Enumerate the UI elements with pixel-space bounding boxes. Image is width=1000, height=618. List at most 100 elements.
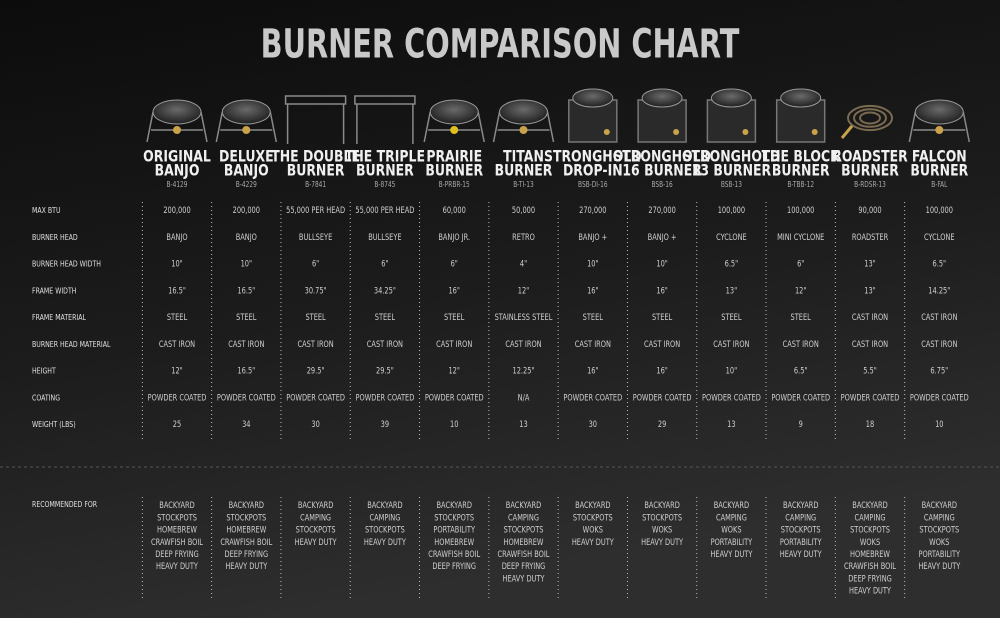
burner [780,88,822,108]
burner [152,99,202,125]
recommended-use: WOKS [860,537,880,547]
spec-value: 30.75" [305,286,327,296]
product-image [706,88,757,143]
spec-value: 270,000 [648,205,676,215]
spec-value: 39 [381,419,390,429]
recommended-use: CRAWFISH BOIL [151,537,204,547]
spec-value: 25 [173,419,182,429]
valve [673,129,680,135]
recommended-use: CAMPING [508,513,539,523]
recommended-use: BACKYARD [367,500,403,510]
spec-value: CAST IRON [644,339,680,349]
spec-value: 6.5" [725,259,739,269]
product-name: BANJO [224,162,269,180]
spec-value: MINI CYCLONE [777,232,824,242]
spec-value: POWDER COATED [633,393,692,403]
spec-value: RETRO [512,232,535,242]
valve [811,129,818,135]
model-number: B-FAL [931,181,947,190]
valve [173,126,181,134]
spec-value: 12.25" [512,366,534,376]
recommended-use: BACKYARD [714,500,750,510]
product-name: 16 BURNER [622,162,701,180]
spec-value: POWDER COATED [841,393,900,403]
recommended-use: BACKYARD [852,500,888,510]
product-name: BURNER [356,162,414,180]
product-name: PRAIRIE [426,148,482,166]
spec-value: CYCLONE [716,232,747,242]
spec-value: BULLSEYE [299,232,333,242]
model-number: BSB-DI-16 [578,181,608,190]
burner [572,88,614,108]
spec-value: CAST IRON [159,339,195,349]
product-image [215,99,278,143]
recommended-use: STOCKPOTS [226,513,266,523]
spec-value: 30 [589,419,598,429]
valve [840,125,854,139]
valve [450,126,459,134]
spec-value: 6.5" [794,366,808,376]
spec-value: 16" [656,366,667,376]
spec-value: BANJO + [578,232,607,242]
valve [519,126,528,134]
product-image [284,95,347,144]
recommended-use: CRAWFISH BOIL [498,549,551,559]
spec-value: 16" [448,286,459,296]
recommended-use: HEAVY DUTY [156,561,198,571]
spec-value: POWDER COATED [356,393,415,403]
product-image [354,95,416,144]
spec-value: 6" [451,259,458,269]
spec-value: CAST IRON [921,312,957,322]
recommended-use: STOCKPOTS [365,525,405,535]
spec-value: POWDER COATED [702,393,761,403]
spec-value: 6.75" [930,366,948,376]
spec-value: 16.5" [237,366,255,376]
recommended-use: HOMEBREW [226,525,266,535]
product-image [775,88,826,143]
recommended-use: HEAVY DUTY [918,561,960,571]
row-label: FRAME WIDTH [32,286,76,296]
product-name: THE TRIPLE [345,148,425,166]
recommended-use: HEAVY DUTY [225,561,267,571]
product-image [568,88,618,143]
spec-value: CAST IRON [436,339,472,349]
product-name: ORIGINAL [143,148,211,166]
spec-value: 4" [520,259,527,269]
recommended-use: DEEP FRYING [224,549,268,559]
recommended-use: STOCKPOTS [850,525,890,535]
recommended-use: WOKS [721,525,741,535]
spec-value: 100,000 [787,205,815,215]
spec-value: 200,000 [163,205,191,215]
recommended-use: WOKS [652,525,672,535]
spec-value: 9 [799,419,803,429]
spec-value: CYCLONE [924,232,955,242]
row-label: RECOMMENDED FOR [32,499,97,509]
spec-value: CAST IRON [505,339,541,349]
spec-value: 13" [864,286,875,296]
valve [742,129,749,135]
product-image [423,99,485,143]
recommended-use: HOMEBREW [157,525,197,535]
product-name: STRONGHOLD [613,148,711,166]
spec-value: N/A [518,393,530,403]
spec-value: CAST IRON [228,339,264,349]
row-label: BURNER HEAD MATERIAL [32,339,110,349]
product-image [492,99,555,143]
model-number: B-7841 [305,181,326,190]
spec-value: 6.5" [933,259,947,269]
row-label: FRAME MATERIAL [32,312,86,322]
spec-value: 16.5" [237,286,255,296]
spec-value: STEEL [721,312,742,322]
recommended-use: HEAVY DUTY [572,537,614,547]
product-name: DELUXE [219,148,274,166]
spec-value: STEEL [791,312,812,322]
spec-value: 18 [866,419,875,429]
recommended-use: CAMPING [716,513,747,523]
recommended-use: DEEP FRYING [155,549,199,559]
product-name: FALCON [912,148,967,166]
spec-value: 6" [381,259,388,269]
recommended-use: STOCKPOTS [919,525,959,535]
recommended-use: CRAWFISH BOIL [428,549,481,559]
recommended-use: CAMPING [785,513,816,523]
